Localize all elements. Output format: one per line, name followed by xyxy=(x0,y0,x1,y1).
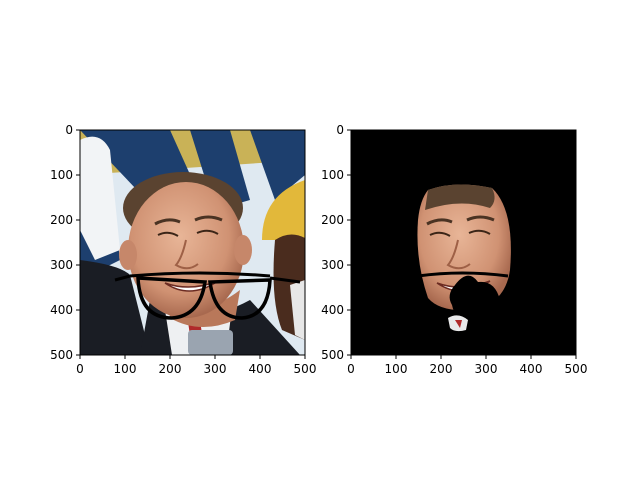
right-x-tick-label: 100 xyxy=(385,362,408,376)
left-x-tick-label: 400 xyxy=(249,362,272,376)
left-y-tick-label: 400 xyxy=(50,303,73,317)
left-y-tick-label: 300 xyxy=(50,258,73,272)
left-y-tick-label: 200 xyxy=(50,213,73,227)
left-x-tick-label: 500 xyxy=(294,362,317,376)
left-y-tick-label: 500 xyxy=(50,348,73,362)
right-y-tick-label: 300 xyxy=(321,258,344,272)
right-y-tick-label: 0 xyxy=(336,123,344,137)
left-x-tick-label: 300 xyxy=(204,362,227,376)
right-x-tick-label: 200 xyxy=(430,362,453,376)
left-y-tick-label: 0 xyxy=(65,123,73,137)
right-axes-frame xyxy=(350,129,577,356)
right-x-tick-label: 500 xyxy=(565,362,588,376)
left-image-panel xyxy=(80,130,305,355)
left-x-tick-label: 200 xyxy=(159,362,182,376)
right-x-tick-label: 0 xyxy=(347,362,355,376)
right-image-panel xyxy=(351,130,576,355)
right-y-tick-label: 100 xyxy=(321,168,344,182)
right-x-tick-label: 300 xyxy=(475,362,498,376)
right-y-tick-label: 400 xyxy=(321,303,344,317)
left-x-tick-label: 100 xyxy=(114,362,137,376)
right-y-tick-label: 500 xyxy=(321,348,344,362)
left-axes-frame xyxy=(79,129,306,356)
left-x-tick-label: 0 xyxy=(76,362,84,376)
right-y-tick-label: 200 xyxy=(321,213,344,227)
right-x-tick-label: 400 xyxy=(520,362,543,376)
glasses-overlay xyxy=(114,271,301,320)
left-y-tick-label: 100 xyxy=(50,168,73,182)
